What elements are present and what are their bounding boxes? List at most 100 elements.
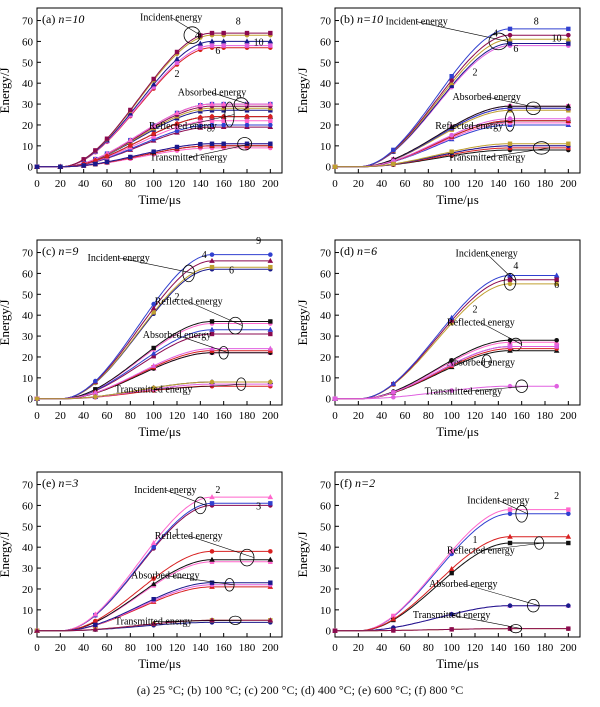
energy-group-label: Incident energy: [134, 485, 196, 496]
series-number-label: 2: [175, 292, 180, 303]
data-point: [198, 123, 203, 129]
y-tick-label: 30: [320, 331, 332, 343]
y-tick-label: 30: [22, 99, 34, 111]
energy-group-label: Incident energy: [88, 253, 150, 264]
y-tick-label: 0: [28, 626, 34, 638]
chart-panel-e: 0 20 40 60 80 100 120 140 160 180 200 0 10 20 30 40 50 60…: [0, 471, 283, 671]
x-tick-label: 160: [513, 178, 530, 190]
data-point: [81, 163, 86, 168]
data-point: [268, 379, 273, 385]
data-point: [34, 396, 40, 402]
x-tick-label: 40: [376, 410, 388, 422]
data-point: [507, 344, 513, 349]
data-point: [128, 143, 133, 148]
y-axis-label: Energy/J: [0, 532, 12, 578]
x-axis-label: Time/μs: [138, 192, 181, 207]
series-number-label: 4: [195, 30, 200, 41]
leader-line: [171, 17, 201, 36]
data-point: [332, 396, 338, 402]
data-point: [209, 348, 215, 353]
data-point: [34, 627, 40, 633]
data-point: [221, 122, 226, 128]
series-line: [37, 502, 271, 632]
data-point: [209, 43, 215, 48]
data-point: [267, 556, 274, 562]
energy-group-label: Reflected energy: [155, 531, 223, 542]
series-number-label: 2: [554, 491, 559, 502]
data-point: [209, 257, 215, 263]
data-point: [566, 41, 571, 46]
data-point: [566, 141, 571, 146]
series-line: [37, 496, 271, 632]
data-point: [198, 115, 203, 120]
data-point: [151, 576, 156, 581]
x-tick-label: 20: [353, 410, 365, 422]
y-tick-label: 40: [320, 310, 332, 322]
group-ellipse: [227, 316, 243, 335]
y-tick-label: 10: [320, 605, 332, 617]
y-tick-label: 0: [326, 162, 332, 174]
data-point: [221, 108, 226, 113]
leader-line: [498, 500, 528, 515]
data-point: [507, 533, 513, 539]
x-tick-label: 140: [490, 178, 507, 190]
leader-line: [176, 334, 229, 354]
series-number-label: 9: [256, 236, 261, 247]
leader-line: [486, 96, 541, 109]
data-point: [127, 137, 134, 143]
data-point: [221, 43, 226, 48]
x-tick-label: 60: [400, 642, 412, 654]
x-tick-label: 120: [169, 642, 186, 654]
series-line: [37, 504, 271, 632]
data-point: [198, 119, 203, 124]
y-tick-label: 0: [326, 626, 332, 638]
y-tick-label: 20: [320, 120, 332, 132]
data-point: [93, 148, 98, 153]
x-tick-label: 120: [467, 178, 484, 190]
data-point: [267, 326, 274, 332]
energy-group-label: Incident energy: [386, 17, 448, 28]
data-point: [268, 108, 273, 113]
x-tick-label: 40: [376, 642, 388, 654]
data-point: [267, 617, 274, 623]
x-tick-label: 80: [125, 410, 137, 422]
data-point: [209, 501, 215, 506]
data-point: [268, 43, 273, 48]
energy-group-label: Reflected energy: [149, 121, 217, 132]
y-tick-label: 10: [320, 141, 332, 153]
x-tick-label: 100: [443, 642, 460, 654]
y-tick-label: 30: [22, 563, 34, 575]
data-point: [268, 141, 273, 146]
energy-group-label: Absorbed energy: [131, 571, 199, 582]
data-point: [268, 252, 273, 257]
x-tick-label: 120: [169, 410, 186, 422]
data-point: [449, 627, 454, 632]
data-point: [150, 350, 157, 356]
data-point: [34, 164, 40, 169]
data-point: [390, 616, 397, 622]
x-tick-label: 180: [537, 642, 554, 654]
chart-panel-c: 0 20 40 60 80 100 120 140 160 180 200 0 10 20 30 40 50 60…: [0, 236, 283, 439]
series-number-label: 6: [215, 46, 220, 57]
data-point: [268, 30, 273, 36]
data-point: [268, 549, 273, 554]
energy-group-label: Absorbed energy: [447, 357, 515, 368]
y-tick-label: 30: [320, 563, 332, 575]
data-point: [209, 617, 215, 623]
series-line: [335, 385, 557, 400]
y-tick-label: 60: [320, 36, 332, 48]
data-point: [221, 30, 226, 36]
data-point: [268, 118, 273, 123]
leader-line: [463, 583, 540, 606]
x-tick-label: 60: [102, 178, 114, 190]
data-point: [565, 533, 572, 539]
data-point: [128, 107, 133, 113]
x-tick-label: 180: [239, 642, 256, 654]
data-point: [93, 387, 98, 392]
leader-line: [480, 360, 492, 363]
data-point: [174, 125, 180, 130]
energy-group-label: Transmitted energy: [115, 384, 193, 395]
x-tick-label: 40: [78, 178, 90, 190]
data-point: [174, 60, 180, 65]
data-point: [244, 118, 250, 123]
